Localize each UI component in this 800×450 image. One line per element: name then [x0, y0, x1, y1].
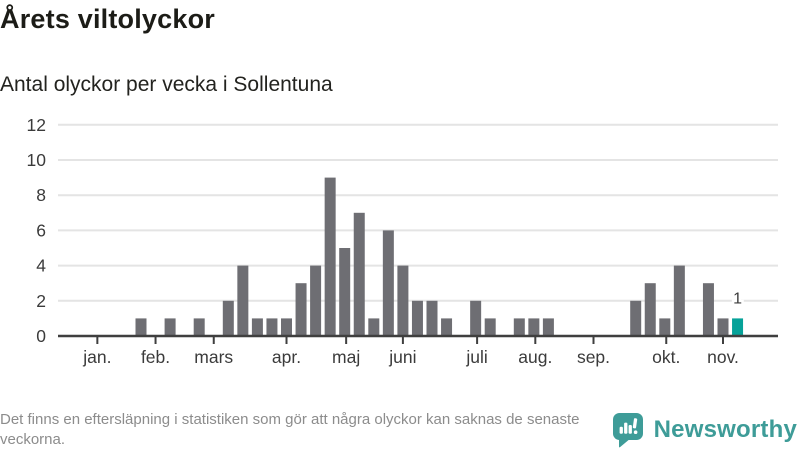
- bar-week-20: [339, 248, 351, 336]
- bar-week-10: [193, 318, 205, 336]
- x-tick-label-okt: okt.: [652, 347, 680, 367]
- bar-week-42: [659, 318, 671, 336]
- bar-week-32: [513, 318, 525, 336]
- y-tick-label-6: 6: [36, 220, 46, 240]
- bar-week-27: [441, 318, 453, 336]
- x-tick-label-juli: juli: [465, 347, 487, 367]
- newsworthy-wordmark: Newsworthy: [653, 416, 797, 443]
- bar-week-34: [542, 318, 554, 336]
- newsworthy-logo[interactable]: Newsworthy: [612, 412, 797, 448]
- bar-week-45: [702, 283, 714, 336]
- bar-week-21: [353, 212, 365, 336]
- bar-week-43: [673, 265, 685, 336]
- bar-week-29: [470, 300, 482, 336]
- x-tick-label-juni: juni: [388, 347, 416, 367]
- bar-week-33: [528, 318, 540, 336]
- x-tick-label-aug: aug.: [518, 347, 552, 367]
- bar-week-17: [295, 283, 307, 336]
- bar-week-19: [324, 177, 336, 336]
- bar-week-24: [397, 265, 409, 336]
- y-tick-label-8: 8: [36, 185, 46, 205]
- bar-week-26: [426, 300, 438, 336]
- bar-week-22: [368, 318, 380, 336]
- bar-week-6: [135, 318, 147, 336]
- x-tick-label-jan: jan.: [82, 347, 111, 367]
- bar-chart-svg: 0 2 4 6 8 10 12 jan. feb. mars apr. maj juni juli aug.…: [27, 115, 778, 367]
- bar-week-18: [310, 265, 322, 336]
- newsworthy-logo-icon: [612, 413, 643, 448]
- bar-week-23: [382, 230, 394, 336]
- y-tick-label-10: 10: [27, 150, 47, 170]
- y-tick-label-0: 0: [36, 326, 46, 346]
- x-tick-label-nov: nov.: [707, 347, 739, 367]
- bar-week-8: [164, 318, 176, 336]
- data-lag-note: Det finns en eftersläpning i statistiken…: [0, 411, 580, 448]
- bar-week-40: [630, 300, 642, 336]
- bar-week-47: [732, 318, 744, 336]
- chart-title: Årets viltolyckor: [0, 4, 215, 34]
- y-tick-label-2: 2: [36, 291, 46, 311]
- x-tick-label-mars: mars: [194, 347, 233, 367]
- y-tick-label-4: 4: [36, 256, 46, 276]
- weekly-accidents-bar-chart: 0 2 4 6 8 10 12 jan. feb. mars apr. maj juni juli aug.…: [0, 110, 800, 378]
- x-tick-label-sep: sep.: [577, 347, 610, 367]
- x-tick-label-apr: apr.: [272, 347, 301, 367]
- bar-week-30: [484, 318, 496, 336]
- highlight-value-label: 1: [733, 290, 742, 307]
- bar-week-12: [222, 300, 234, 336]
- y-tick-label-12: 12: [27, 115, 46, 135]
- bar-week-25: [411, 300, 423, 336]
- x-tick-label-feb: feb.: [141, 347, 170, 367]
- bar-week-41: [644, 283, 656, 336]
- bar-week-16: [281, 318, 292, 336]
- bar-week-46: [717, 318, 729, 336]
- bar-week-13: [237, 265, 249, 336]
- bar-week-15: [266, 318, 278, 336]
- x-tick-label-maj: maj: [332, 347, 360, 367]
- chart-subtitle: Antal olyckor per vecka i Sollentuna: [0, 73, 333, 96]
- bar-week-14: [251, 318, 263, 336]
